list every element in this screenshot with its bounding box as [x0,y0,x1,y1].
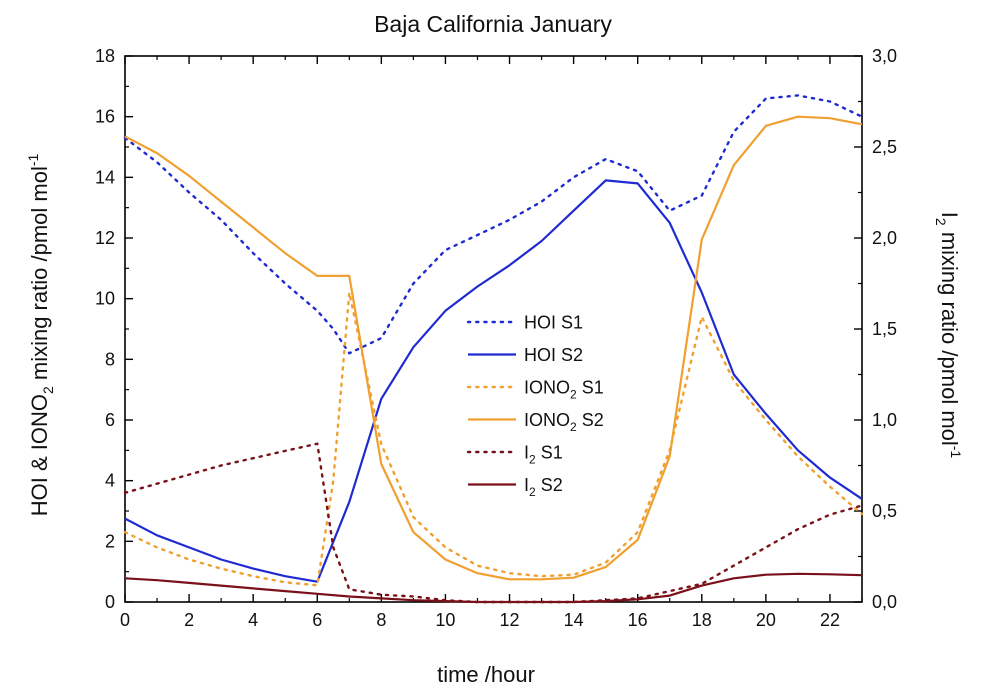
series-line-2 [123,291,864,587]
y-right-tick-label: 2,5 [872,137,897,157]
x-tick-label: 18 [692,610,712,630]
y-left-tick-label: 10 [95,289,115,309]
x-tick-label: 4 [248,610,258,630]
y-left-tick-label: 0 [105,592,115,612]
x-tick-label: 12 [500,610,520,630]
y-right-tick-label: 2,0 [872,228,897,248]
series-line-3 [124,115,863,581]
y-left-tick-label: 14 [95,167,115,187]
y-right-tick-label: 1,0 [872,410,897,430]
y-right-tick-label: 1,5 [872,319,897,339]
series-line-1 [124,179,863,583]
series-line-0 [123,94,864,355]
y-left-tick-label: 4 [105,471,115,491]
x-tick-label: 14 [564,610,584,630]
y-left-tick-label: 12 [95,228,115,248]
legend-label: IONO2 S2 [524,410,604,434]
x-tick-label: 8 [376,610,386,630]
legend-label: HOI S1 [524,313,583,333]
series-layer [123,94,864,604]
y-axis-title-right: I2 mixing ratio /pmol mol-1 [933,212,964,459]
y-left-tick-label: 18 [95,46,115,66]
plot-frame [124,55,863,603]
x-axis-title: time /hour [437,662,535,687]
y-right-tick-label: 0,5 [872,501,897,521]
legend-label: I2 S1 [524,443,563,467]
legend-label: HOI S2 [524,345,583,365]
y-left-tick-label: 2 [105,531,115,551]
y-right-tick-label: 0,0 [872,592,897,612]
legend: HOI S1 HOI S2 IONO2 S1 IONO2 S2 I2 S1 I2 S2 [466,313,604,499]
y-left-tick-label: 8 [105,349,115,369]
y-left-tick-label: 16 [95,107,115,127]
series-line-4 [123,442,864,604]
x-tick-label: 22 [820,610,840,630]
x-tick-label: 0 [120,610,130,630]
chart-title: Baja California January [374,11,612,37]
y-right-tick-label: 3,0 [872,46,897,66]
x-tick-label: 6 [312,610,322,630]
x-tick-label: 10 [435,610,455,630]
x-tick-label: 16 [628,610,648,630]
axis-ticks: 0 2 4 6 8 10 12 14 16 18 20 22 0 2 4 6 8 10 12 14 16 18 0,0 0,5… [95,46,897,630]
x-tick-label: 20 [756,610,776,630]
x-tick-label: 2 [184,610,194,630]
legend-label: I2 S2 [524,475,563,499]
y-axis-title-left: HOI & IONO2 mixing ratio /pmol mol-1 [25,154,56,517]
legend-label: IONO2 S1 [524,378,604,402]
y-left-tick-label: 6 [105,410,115,430]
series-line-5 [124,572,863,604]
